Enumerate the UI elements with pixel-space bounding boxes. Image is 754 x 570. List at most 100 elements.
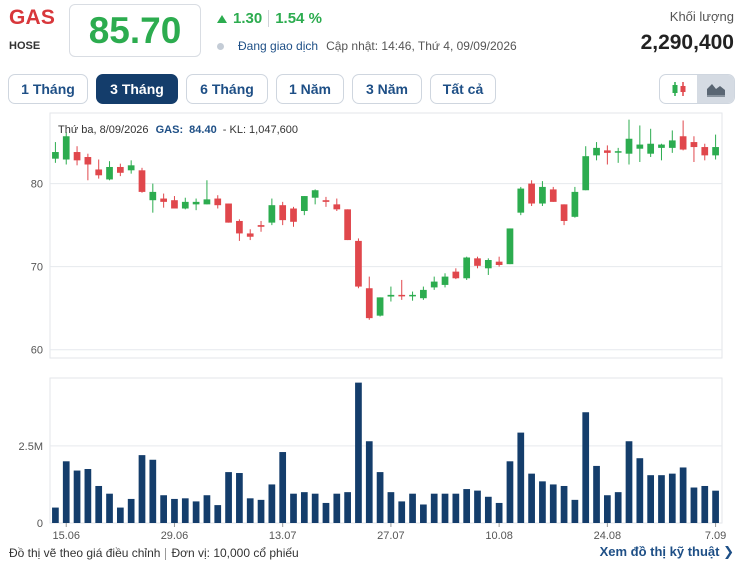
candle-body <box>647 143 655 154</box>
volume-bar <box>430 493 438 523</box>
candle-body <box>127 165 135 171</box>
candle-body <box>52 152 59 159</box>
candle-body <box>365 288 373 319</box>
volume-bar <box>290 493 297 523</box>
candle-body <box>636 144 644 149</box>
candlestick-series <box>52 119 719 320</box>
price-tick-label: 60 <box>31 345 43 357</box>
chart-type-toggle <box>659 74 735 104</box>
volume-bar <box>344 492 351 523</box>
stock-symbol: GAS <box>9 6 56 29</box>
x-tick-label: 24.08 <box>594 530 622 540</box>
price-change: 1.30 <box>233 10 263 27</box>
volume-bar <box>257 499 265 523</box>
candle-body <box>539 186 546 204</box>
x-tick-label: 27.07 <box>377 530 405 540</box>
technical-chart-link[interactable]: Xem đồ thị kỹ thuật ❯ <box>600 544 734 560</box>
volume-bar <box>106 493 113 523</box>
candle-body <box>409 294 416 297</box>
volume-pane-border <box>49 377 723 524</box>
candle-body <box>441 276 449 285</box>
volume-bar <box>420 504 427 523</box>
candle-body <box>474 258 481 266</box>
volume-bar <box>712 490 719 523</box>
price-tick-label: 70 <box>31 262 43 274</box>
candle-body <box>679 136 687 150</box>
volume-bar <box>636 458 644 523</box>
candle-body <box>398 294 406 297</box>
volume-bar <box>549 484 557 523</box>
divider <box>268 10 270 27</box>
volume-bar <box>560 485 568 523</box>
candle-body <box>495 261 503 265</box>
volume-bar <box>701 485 709 523</box>
volume-bar <box>690 487 698 523</box>
candle-body <box>171 200 178 209</box>
candle-body <box>604 150 611 153</box>
volume-bar <box>127 498 135 523</box>
tab-1-year[interactable]: 1 Năm <box>276 74 344 104</box>
candlestick-icon[interactable] <box>660 75 697 103</box>
volume-bar <box>52 507 59 523</box>
price-tick-label: 80 <box>31 179 43 191</box>
volume-bar <box>311 493 319 523</box>
volume-bar <box>225 472 232 523</box>
tab-3-years[interactable]: 3 Năm <box>352 74 422 104</box>
candle-body <box>138 170 146 192</box>
volume-bar <box>647 475 655 523</box>
volume-bar <box>495 502 503 523</box>
status-dot-icon <box>217 42 224 50</box>
candle-body <box>452 271 460 279</box>
candle-body <box>279 205 287 221</box>
candle-body <box>246 233 254 237</box>
volume-bar <box>160 495 167 523</box>
candle-body <box>333 204 341 210</box>
candle-body <box>625 138 633 154</box>
candle-body <box>355 240 362 287</box>
volume-bar <box>376 472 384 523</box>
candle-body <box>549 189 557 202</box>
candle-body <box>149 191 157 201</box>
candle-body <box>344 209 351 241</box>
volume-bar <box>365 441 373 523</box>
volume-bar <box>192 501 200 523</box>
volume-bar <box>474 490 481 523</box>
price-change-row: 1.30 1.54 % <box>217 10 322 27</box>
chevron-right-icon: ❯ <box>723 544 734 559</box>
chart-footer: Đồ thị vẽ theo giá điều chỉnh Đơn vị: 10,… <box>9 546 299 560</box>
candle-body <box>73 152 81 161</box>
volume-value: 2,290,400 <box>640 31 734 54</box>
unit-note: Đơn vị: 10,000 cổ phiếu <box>171 546 299 560</box>
tab-3-months[interactable]: 3 Tháng <box>96 74 178 104</box>
tooltip-date: Thứ ba, 8/09/2026 <box>58 124 149 136</box>
candle-body <box>236 220 243 234</box>
area-chart-icon[interactable] <box>697 75 734 103</box>
candle-body <box>106 166 113 180</box>
candle-body <box>430 281 438 288</box>
volume-bar <box>268 484 276 523</box>
volume-bar <box>539 481 546 523</box>
x-tick-label: 13.07 <box>269 530 297 540</box>
volume-bar <box>625 441 633 523</box>
volume-bar <box>181 498 189 523</box>
volume-bar <box>387 492 395 523</box>
tab-all[interactable]: Tất cả <box>430 74 496 104</box>
volume-bar <box>171 498 178 523</box>
tab-6-months[interactable]: 6 Tháng <box>186 74 268 104</box>
x-tick-label: 15.06 <box>52 530 80 540</box>
x-tick-label: 10.08 <box>485 530 513 540</box>
candle-body <box>690 142 698 148</box>
candle-body <box>181 201 189 209</box>
volume-tick-label: 0 <box>37 518 43 530</box>
volume-bar <box>116 507 124 523</box>
chart-grid <box>49 112 723 524</box>
candle-body <box>268 205 276 223</box>
tab-1-month[interactable]: 1 Tháng <box>8 74 88 104</box>
chart-axes: 80 70 60 2.5M 0 15.06 29.06 13.07 27.07 10.08 24.0… <box>19 179 727 540</box>
divider <box>165 547 167 560</box>
candle-body <box>192 201 200 205</box>
candle-body <box>658 144 665 148</box>
candle-body <box>225 203 232 223</box>
candle-body <box>311 190 319 198</box>
price-volume-chart[interactable]: 80 70 60 2.5M 0 15.06 29.06 13.07 27.07 10.08 24.0… <box>0 108 754 540</box>
